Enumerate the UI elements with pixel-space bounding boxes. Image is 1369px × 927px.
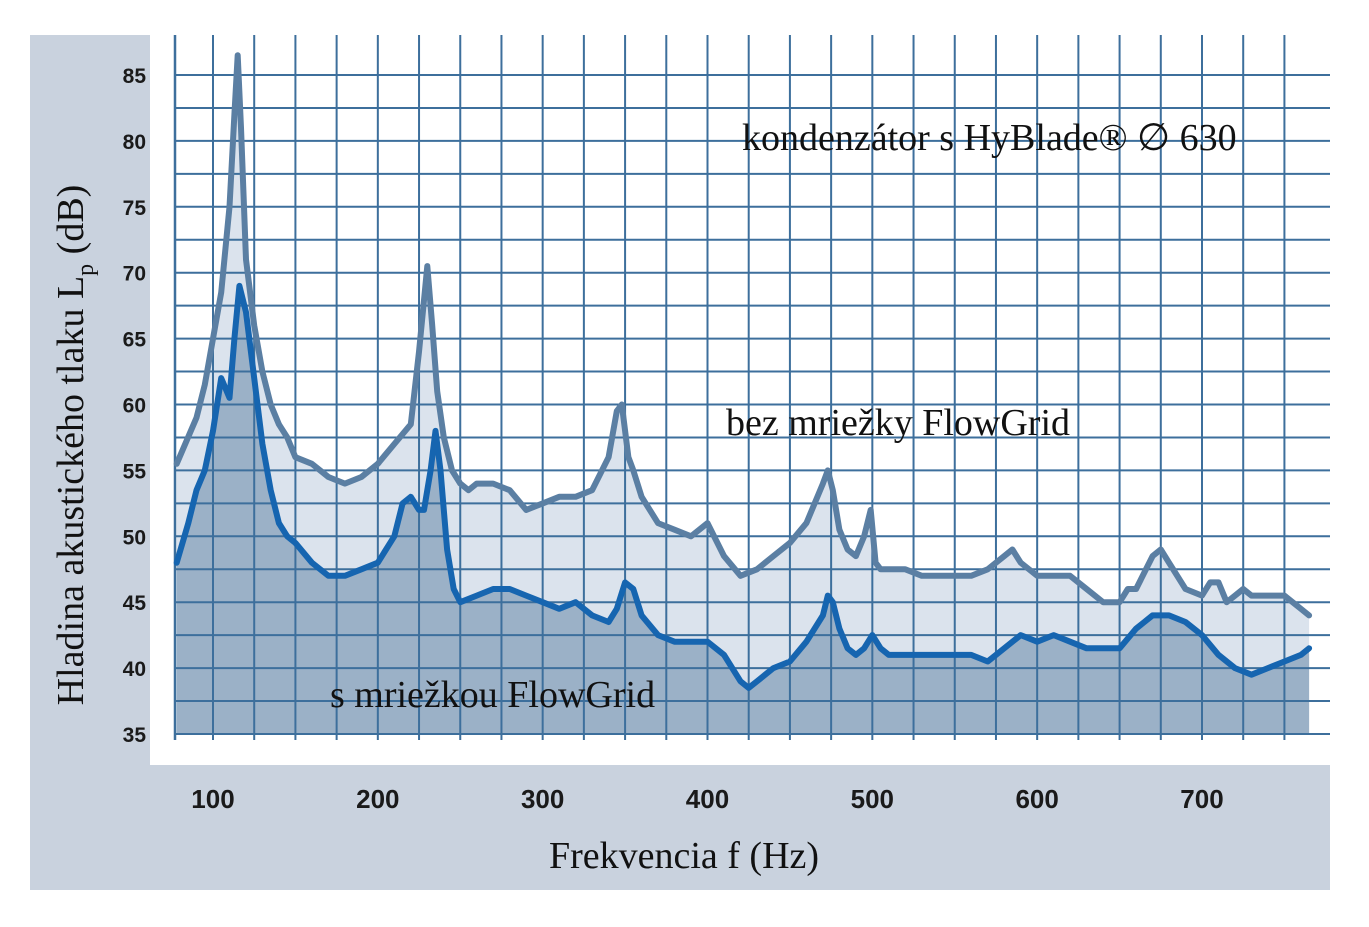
y-tick-label: 40 [123, 658, 146, 681]
x-tick-label: 600 [1015, 784, 1058, 814]
x-axis-band [150, 765, 1330, 890]
y-tick-label: 50 [123, 526, 146, 549]
annotation-label: s mriežkou FlowGrid [330, 674, 655, 716]
x-tick-label: 400 [686, 784, 729, 814]
annotation-label: kondenzátor s HyBlade® ∅ 630 [742, 117, 1237, 159]
y-tick-label: 75 [123, 197, 147, 220]
series-line-bez [173, 52, 1313, 619]
annotation-label: bez mriežky FlowGrid [726, 402, 1070, 444]
y-axis-label-main: Hladina akustického tlaku L [50, 276, 92, 706]
x-tick-label: 700 [1180, 784, 1223, 814]
y-tick-label: 45 [123, 592, 147, 615]
x-tick-labels: 100 200 300 400 500 600 700 [191, 784, 1223, 814]
x-tick-label: 100 [191, 784, 234, 814]
x-axis-label: Frekvencia f (Hz) [549, 835, 819, 877]
y-tick-labels: 35 40 45 50 55 60 65 70 75 80 85 [123, 65, 147, 747]
y-tick-label: 60 [123, 395, 146, 418]
grid [173, 35, 1330, 740]
x-tick-label: 200 [356, 784, 399, 814]
series-lines [173, 52, 1313, 691]
y-tick-label: 80 [123, 131, 146, 154]
y-tick-label: 65 [123, 329, 147, 352]
y-tick-label: 70 [123, 263, 146, 286]
series-line-s [173, 282, 1313, 691]
y-tick-label: 85 [123, 65, 147, 88]
y-axis-label: Hladina akustického tlaku Lp (dB) [50, 185, 99, 706]
y-axis-label-unit: (dB) [50, 185, 92, 264]
x-tick-label: 300 [521, 784, 564, 814]
x-tick-label: 500 [851, 784, 894, 814]
y-axis-label-subscript: p [73, 264, 99, 276]
y-tick-label: 55 [123, 460, 147, 483]
y-tick-label: 35 [123, 724, 147, 747]
annotations: kondenzátor s HyBlade® ∅ 630 bez mriežky … [330, 117, 1237, 716]
